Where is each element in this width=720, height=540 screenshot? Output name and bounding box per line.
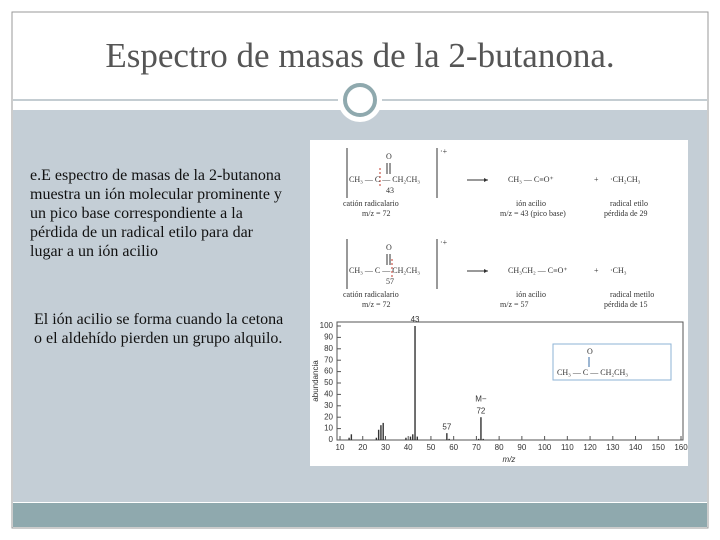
scheme-reactant: CH₃ — C — CH₂CH₃ bbox=[349, 175, 420, 184]
y-tick-label: 40 bbox=[324, 390, 333, 399]
x-tick-label: 100 bbox=[538, 443, 552, 452]
scheme-radical-name: radical metilo bbox=[610, 290, 654, 299]
x-tick-label: 160 bbox=[674, 443, 688, 452]
scheme-product: CH₃ — C≡O⁺ bbox=[508, 175, 554, 184]
peak-label: 57 bbox=[442, 422, 451, 431]
x-tick-label: 110 bbox=[561, 443, 574, 452]
y-tick-label: 80 bbox=[324, 344, 333, 353]
y-tick-label: 70 bbox=[324, 355, 333, 364]
scheme-reactant-mz: m/z = 72 bbox=[362, 209, 391, 218]
paragraph: El ión acilio se forma cuando la cetona … bbox=[34, 311, 284, 347]
x-tick-label: 20 bbox=[358, 443, 367, 452]
scheme-charge: ·+ bbox=[440, 238, 448, 247]
paragraph: e.E espectro de masas de la 2-butanona m… bbox=[30, 167, 282, 260]
x-tick-label: 70 bbox=[472, 443, 481, 452]
peak-label: 72 bbox=[476, 406, 485, 415]
x-tick-label: 80 bbox=[495, 443, 504, 452]
scheme-mass: 43 bbox=[386, 186, 394, 195]
y-tick-label: 10 bbox=[324, 424, 333, 433]
scheme-radical: ·CH₃ bbox=[610, 266, 627, 275]
x-tick-label: 90 bbox=[517, 443, 526, 452]
y-tick-label: 50 bbox=[324, 378, 333, 387]
scheme-reactant-mz: m/z = 72 bbox=[362, 300, 391, 309]
y-tick-label: 100 bbox=[320, 321, 334, 330]
scheme-product-name: ión acilio bbox=[516, 199, 546, 208]
scheme-product-name: ión acilio bbox=[516, 290, 546, 299]
scheme-radical: ·CH₂CH₃ bbox=[610, 175, 641, 184]
scheme-mass: 57 bbox=[386, 277, 394, 286]
plot-frame bbox=[336, 321, 684, 441]
scheme-reactant-name: catión radicalario bbox=[343, 199, 399, 208]
scheme-product: CH₃CH₂ — C≡O⁺ bbox=[508, 266, 568, 275]
scheme-plus: + bbox=[594, 175, 599, 184]
scheme-radical-name: radical etilo bbox=[610, 199, 648, 208]
arrow-head bbox=[484, 269, 488, 273]
y-axis-label: abundancia bbox=[311, 360, 320, 402]
y-tick-label: 20 bbox=[324, 412, 333, 421]
y-tick-label: 30 bbox=[324, 401, 333, 410]
scheme-radical-loss: pérdida de 15 bbox=[604, 300, 648, 309]
scheme-reactant-name: catión radicalario bbox=[343, 290, 399, 299]
scheme-oxygen: O bbox=[386, 243, 392, 252]
arrow-head bbox=[484, 178, 488, 182]
y-tick-label: 90 bbox=[324, 333, 333, 342]
x-tick-label: 50 bbox=[426, 443, 435, 452]
x-tick-label: 30 bbox=[381, 443, 390, 452]
x-tick-label: 60 bbox=[449, 443, 458, 452]
scheme-plus: + bbox=[594, 266, 599, 275]
y-tick-label: 0 bbox=[329, 435, 334, 444]
x-tick-label: 40 bbox=[404, 443, 413, 452]
scheme-product-mz: m/z = 57 bbox=[500, 300, 529, 309]
x-tick-label: 120 bbox=[583, 443, 597, 452]
inset-formula: CH₃ — C — CH₂CH₃ bbox=[557, 368, 628, 377]
peak-label: M− bbox=[475, 394, 487, 403]
scheme-oxygen: O bbox=[386, 152, 392, 161]
reaction-scheme: O CH₃ — C — CH₂CH₃ 43 ·+ CH₃ — C≡O⁺ + ·CH₂CH₃ c… bbox=[343, 147, 654, 309]
y-tick-label: 60 bbox=[324, 367, 333, 376]
scheme-radical-loss: pérdida de 29 bbox=[604, 209, 648, 218]
x-axis-label: m/z bbox=[503, 455, 516, 464]
x-tick-label: 10 bbox=[336, 443, 345, 452]
inset-box bbox=[552, 343, 672, 381]
scheme-charge: ·+ bbox=[440, 147, 448, 156]
x-tick-label: 150 bbox=[652, 443, 666, 452]
figure bbox=[310, 140, 688, 466]
peak-label: 43 bbox=[411, 315, 420, 324]
slide-border bbox=[11, 11, 709, 529]
inset-oxygen: O bbox=[587, 347, 593, 356]
footer-bar bbox=[13, 503, 707, 527]
scheme-reactant: CH₃ — C — CH₂CH₃ bbox=[349, 266, 420, 275]
scheme-product-mz: m/z = 43 (pico base) bbox=[500, 209, 566, 218]
x-tick-label: 130 bbox=[606, 443, 620, 452]
ornament-ring bbox=[343, 83, 377, 117]
slide-title: Espectro de masas de la 2-butanona. bbox=[105, 36, 615, 75]
x-tick-label: 140 bbox=[629, 443, 643, 452]
